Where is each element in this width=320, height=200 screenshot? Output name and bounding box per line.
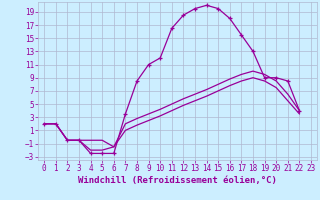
- X-axis label: Windchill (Refroidissement éolien,°C): Windchill (Refroidissement éolien,°C): [78, 176, 277, 185]
